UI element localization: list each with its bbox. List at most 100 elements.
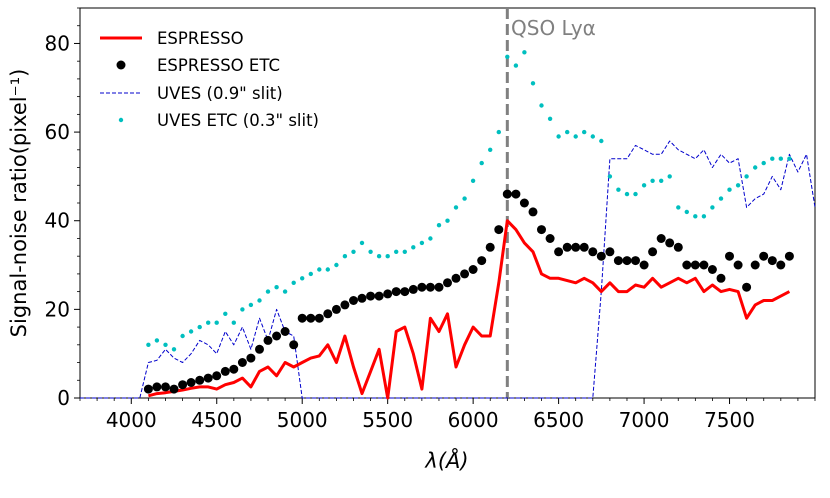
point-uves-etc-0-3-slit (359, 240, 365, 246)
point-uves-etc-0-3-slit (530, 81, 536, 86)
point-uves-etc-0-3-slit (488, 147, 493, 152)
point-espresso-etc (451, 273, 461, 283)
point-espresso-etc (528, 207, 538, 217)
legend-label-uves: UVES (0.9" slit) (157, 84, 283, 103)
point-espresso-etc (716, 273, 726, 283)
point-espresso-etc (417, 282, 427, 292)
legend-swatch-uves-etc (118, 117, 124, 123)
legend-label-uves-etc: UVES ETC (0.3" slit) (157, 111, 319, 130)
point-uves-etc-0-3-slit (505, 54, 510, 59)
point-uves-etc-0-3-slit (667, 174, 672, 179)
point-uves-etc-0-3-slit (291, 280, 296, 285)
point-espresso-etc (622, 256, 632, 266)
x-tick-label-7500: 7500 (704, 408, 755, 432)
point-espresso-etc (443, 278, 452, 288)
point-uves-etc-0-3-slit (701, 214, 707, 219)
point-uves-etc-0-3-slit (624, 191, 630, 197)
x-tick-label-4000: 4000 (106, 408, 157, 432)
point-espresso-etc (297, 313, 307, 323)
point-espresso-etc (571, 242, 581, 252)
point-uves-etc-0-3-slit (522, 50, 527, 55)
point-espresso-etc (605, 247, 615, 257)
point-uves-etc-0-3-slit (556, 134, 561, 139)
point-espresso-etc (203, 373, 213, 383)
point-espresso-etc (502, 189, 512, 199)
point-espresso-etc (263, 335, 273, 345)
x-axis-label: λ(Å) (424, 447, 468, 473)
point-espresso-etc (554, 247, 564, 257)
point-uves-etc-0-3-slit (300, 276, 305, 281)
y-axis: 0 20 40 60 80 (45, 7, 80, 410)
x-tick-label-5000: 5000 (277, 408, 328, 432)
point-espresso-etc (169, 384, 179, 394)
legend-label-espresso: ESPRESSO (157, 29, 244, 48)
point-espresso-etc (656, 234, 666, 243)
series-line-espresso (148, 219, 791, 400)
point-espresso-etc (383, 289, 393, 299)
legend-swatch-espresso-etc (116, 60, 126, 70)
x-tick-label-6500: 6500 (533, 408, 584, 432)
point-uves-etc-0-3-slit (436, 223, 442, 228)
point-uves-etc-0-3-slit (171, 347, 177, 352)
point-espresso-etc (195, 375, 205, 385)
point-uves-etc-0-3-slit (248, 302, 254, 308)
point-espresso-etc (477, 256, 487, 266)
x-axis: 4000 4500 5000 5500 6000 6500 7000 7500 (79, 398, 816, 432)
point-uves-etc-0-3-slit (419, 240, 425, 246)
series-line-uves-0-9-slit (80, 140, 816, 399)
point-espresso-etc (759, 251, 769, 261)
y-tick-label-20: 20 (45, 297, 70, 321)
point-uves-etc-0-3-slit (197, 324, 202, 330)
point-espresso-etc (237, 358, 247, 367)
point-uves-etc-0-3-slit (718, 196, 724, 201)
y-tick-label-40: 40 (45, 209, 70, 233)
point-uves-etc-0-3-slit (308, 271, 313, 277)
point-uves-etc-0-3-slit (453, 205, 459, 210)
point-espresso-etc (511, 189, 521, 199)
point-uves-etc-0-3-slit (257, 298, 262, 303)
point-uves-etc-0-3-slit (402, 249, 407, 254)
point-uves-etc-0-3-slit (539, 103, 544, 108)
point-espresso-etc (186, 378, 196, 387)
point-uves-etc-0-3-slit (411, 245, 416, 250)
point-uves-etc-0-3-slit (231, 320, 236, 325)
point-uves-etc-0-3-slit (565, 129, 570, 135)
legend-label-espresso-etc: ESPRESSO ETC (157, 56, 280, 75)
point-espresso-etc (408, 284, 418, 294)
legend: ESPRESSO ESPRESSO ETC UVES (0.9" slit) U… (100, 29, 319, 130)
point-uves-etc-0-3-slit (274, 285, 279, 290)
point-uves-etc-0-3-slit (470, 178, 476, 183)
point-uves-etc-0-3-slit (223, 311, 228, 316)
point-espresso-etc (220, 366, 230, 376)
point-uves-etc-0-3-slit (479, 160, 484, 166)
point-uves-etc-0-3-slit (710, 205, 715, 210)
point-uves-etc-0-3-slit (334, 262, 339, 268)
point-uves-etc-0-3-slit (342, 254, 348, 259)
point-espresso-etc (314, 313, 324, 323)
point-espresso-etc (588, 247, 598, 257)
point-espresso-etc (280, 327, 290, 336)
point-espresso-etc (323, 309, 333, 319)
point-espresso-etc (725, 251, 734, 261)
point-espresso-etc (152, 382, 162, 392)
point-espresso-etc (665, 238, 675, 248)
point-uves-etc-0-3-slit (616, 187, 621, 192)
point-espresso-etc (349, 296, 358, 305)
point-espresso-etc (733, 260, 743, 270)
point-espresso-etc (272, 331, 282, 341)
point-espresso-etc (468, 265, 478, 274)
point-espresso-etc (212, 371, 222, 381)
point-uves-etc-0-3-slit (633, 191, 638, 197)
y-tick-label-60: 60 (45, 120, 70, 144)
point-uves-etc-0-3-slit (641, 183, 647, 188)
point-uves-etc-0-3-slit (180, 333, 185, 339)
point-espresso-etc (434, 282, 444, 292)
point-espresso-etc (519, 198, 529, 208)
point-uves-etc-0-3-slit (787, 156, 792, 161)
point-uves-etc-0-3-slit (770, 156, 775, 161)
point-espresso-etc (767, 256, 777, 266)
point-espresso-etc (289, 340, 299, 350)
point-uves-etc-0-3-slit (206, 320, 211, 325)
point-espresso-etc (246, 353, 256, 363)
